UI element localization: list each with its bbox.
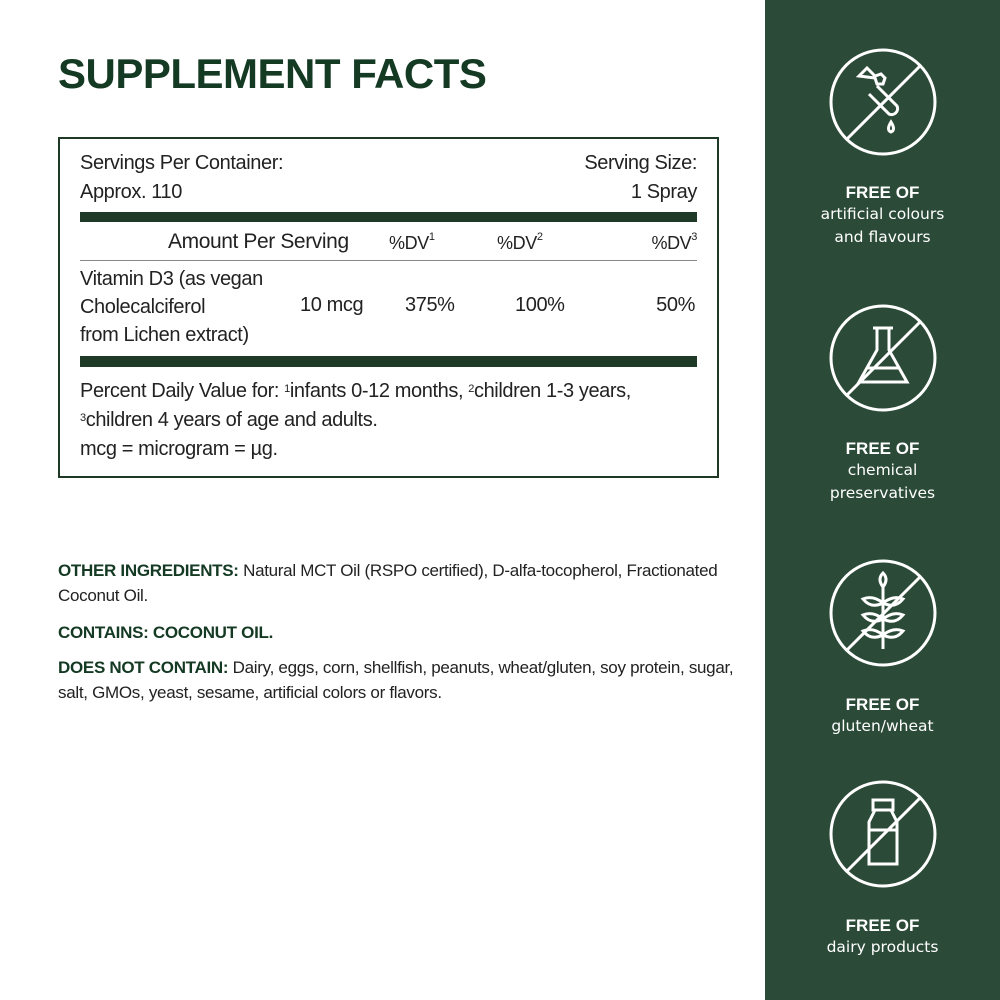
badge-artificial-colours: FREE OF artificial colours and flavours <box>765 46 1000 249</box>
servings-per-container: Servings Per Container: Approx. 110 <box>80 149 284 207</box>
size-value: 1 Spray <box>630 181 698 203</box>
servings-label: Servings Per Container: <box>80 152 284 174</box>
divider-thin <box>80 260 697 261</box>
footnote: Percent Daily Value for: 1infants 0-12 m… <box>80 380 631 460</box>
badge-text: preservatives <box>829 484 936 502</box>
contains: CONTAINS: COCONUT OIL. <box>58 623 274 642</box>
badge-text: chemical <box>847 461 918 479</box>
divider-thick <box>80 356 697 367</box>
nutrient-amount: 10 mcg <box>300 294 364 316</box>
badge-text: gluten/wheat <box>831 717 934 735</box>
supplement-facts-table: Servings Per Container: Approx. 110 Serv… <box>58 137 719 478</box>
does-not-contain: DOES NOT CONTAIN: Dairy, eggs, corn, she… <box>58 658 734 702</box>
col-dv3: %DV3 <box>651 231 697 253</box>
nutrient-dv2: 100% <box>515 294 565 316</box>
col-dv2: %DV2 <box>497 231 543 253</box>
col-dv1: %DV1 <box>389 231 435 253</box>
size-label: Serving Size: <box>584 152 697 174</box>
badge-text: and flavours <box>834 228 931 246</box>
divider-thick <box>80 212 697 222</box>
badge-heading: FREE OF <box>845 439 920 458</box>
wheat-icon <box>829 559 936 667</box>
serving-size: Serving Size: 1 Spray <box>584 149 697 207</box>
milk-bottle-icon <box>829 780 936 888</box>
nutrient-dv3: 50% <box>656 294 695 316</box>
badge-heading: FREE OF <box>845 695 920 714</box>
other-ingredients: OTHER INGREDIENTS: Natural MCT Oil (RSPO… <box>58 561 718 605</box>
dropper-icon <box>829 48 936 156</box>
badge-heading: FREE OF <box>845 183 920 202</box>
badge-text: dairy products <box>826 938 939 956</box>
badge-gluten-wheat: FREE OF gluten/wheat <box>765 557 1000 738</box>
nutrient-name: Vitamin D3 (as vegan Cholecalciferol from … <box>80 268 263 346</box>
badge-text: artificial colours <box>820 205 945 223</box>
flask-icon <box>829 304 936 412</box>
free-of-sidebar: FREE OF artificial colours and flavours … <box>765 0 1000 1000</box>
nutrient-dv1: 375% <box>405 294 455 316</box>
servings-value: Approx. 110 <box>80 181 182 203</box>
badge-heading: FREE OF <box>845 916 920 935</box>
col-amount: Amount Per Serving <box>168 230 349 253</box>
page-title: SUPPLEMENT FACTS <box>58 50 487 97</box>
badge-chemical-preservatives: FREE OF chemical preservatives <box>765 302 1000 505</box>
badge-dairy: FREE OF dairy products <box>765 778 1000 959</box>
